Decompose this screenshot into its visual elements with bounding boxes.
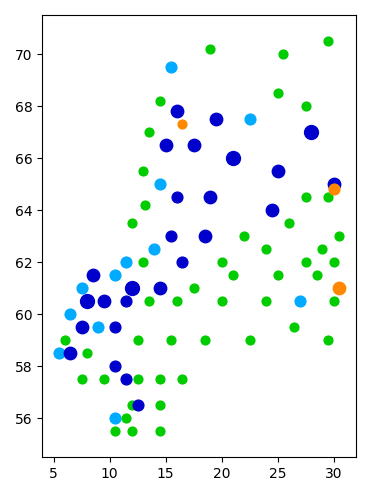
Point <box>129 401 135 409</box>
Point <box>135 336 141 344</box>
Point <box>303 102 309 110</box>
Point <box>140 167 146 175</box>
Point <box>68 310 73 318</box>
Point <box>124 297 129 305</box>
Point <box>314 271 320 279</box>
Point <box>146 297 152 305</box>
Point <box>157 375 163 383</box>
Point <box>191 284 197 292</box>
Point <box>213 115 219 123</box>
Point <box>303 193 309 201</box>
Point <box>84 349 90 357</box>
Point <box>202 232 208 240</box>
Point <box>331 297 336 305</box>
Point <box>162 141 168 149</box>
Point <box>112 323 118 331</box>
Point <box>207 45 213 53</box>
Point <box>146 128 152 136</box>
Point <box>308 128 314 136</box>
Point <box>331 186 336 193</box>
Point <box>325 37 331 45</box>
Point <box>219 258 224 266</box>
Point <box>174 107 180 115</box>
Point <box>241 232 247 240</box>
Point <box>263 245 269 253</box>
Point <box>331 180 336 188</box>
Point <box>129 427 135 435</box>
Point <box>157 97 163 105</box>
Point <box>275 89 280 97</box>
Point <box>101 297 107 305</box>
Point <box>275 167 280 175</box>
Point <box>124 258 129 266</box>
Point <box>84 297 90 305</box>
Point <box>247 336 253 344</box>
Point <box>68 349 73 357</box>
Point <box>129 219 135 227</box>
Point <box>140 258 146 266</box>
Point <box>90 271 96 279</box>
Point <box>319 245 325 253</box>
Point <box>157 180 163 188</box>
Point <box>112 271 118 279</box>
Point <box>56 349 62 357</box>
Point <box>230 271 236 279</box>
Point <box>112 414 118 422</box>
Point <box>180 121 186 128</box>
Point <box>157 401 163 409</box>
Point <box>336 232 342 240</box>
Point <box>101 375 107 383</box>
Point <box>263 297 269 305</box>
Point <box>135 375 141 383</box>
Point <box>331 258 336 266</box>
Point <box>292 323 298 331</box>
Point <box>168 232 174 240</box>
Point <box>297 297 303 305</box>
Point <box>325 193 331 201</box>
Point <box>202 336 208 344</box>
Point <box>325 336 331 344</box>
Point <box>142 201 148 209</box>
Point <box>79 284 85 292</box>
Point <box>95 323 101 331</box>
Point <box>124 414 129 422</box>
Point <box>174 193 180 201</box>
Point <box>62 336 68 344</box>
Point <box>135 401 141 409</box>
Point <box>280 50 286 58</box>
Point <box>230 154 236 162</box>
Point <box>207 193 213 201</box>
Point <box>157 427 163 435</box>
Point <box>112 427 118 435</box>
Point <box>174 297 180 305</box>
Point <box>79 323 85 331</box>
Point <box>112 362 118 370</box>
Point <box>79 375 85 383</box>
Point <box>168 336 174 344</box>
Point <box>157 284 163 292</box>
Point <box>191 141 197 149</box>
Point <box>275 271 280 279</box>
Point <box>219 297 224 305</box>
Point <box>168 63 174 71</box>
Point <box>286 219 292 227</box>
Point <box>129 284 135 292</box>
Point <box>269 206 275 214</box>
Point <box>151 245 157 253</box>
Point <box>180 258 186 266</box>
Point <box>180 375 186 383</box>
Point <box>247 115 253 123</box>
Point <box>124 375 129 383</box>
Point <box>303 258 309 266</box>
Point <box>336 284 342 292</box>
